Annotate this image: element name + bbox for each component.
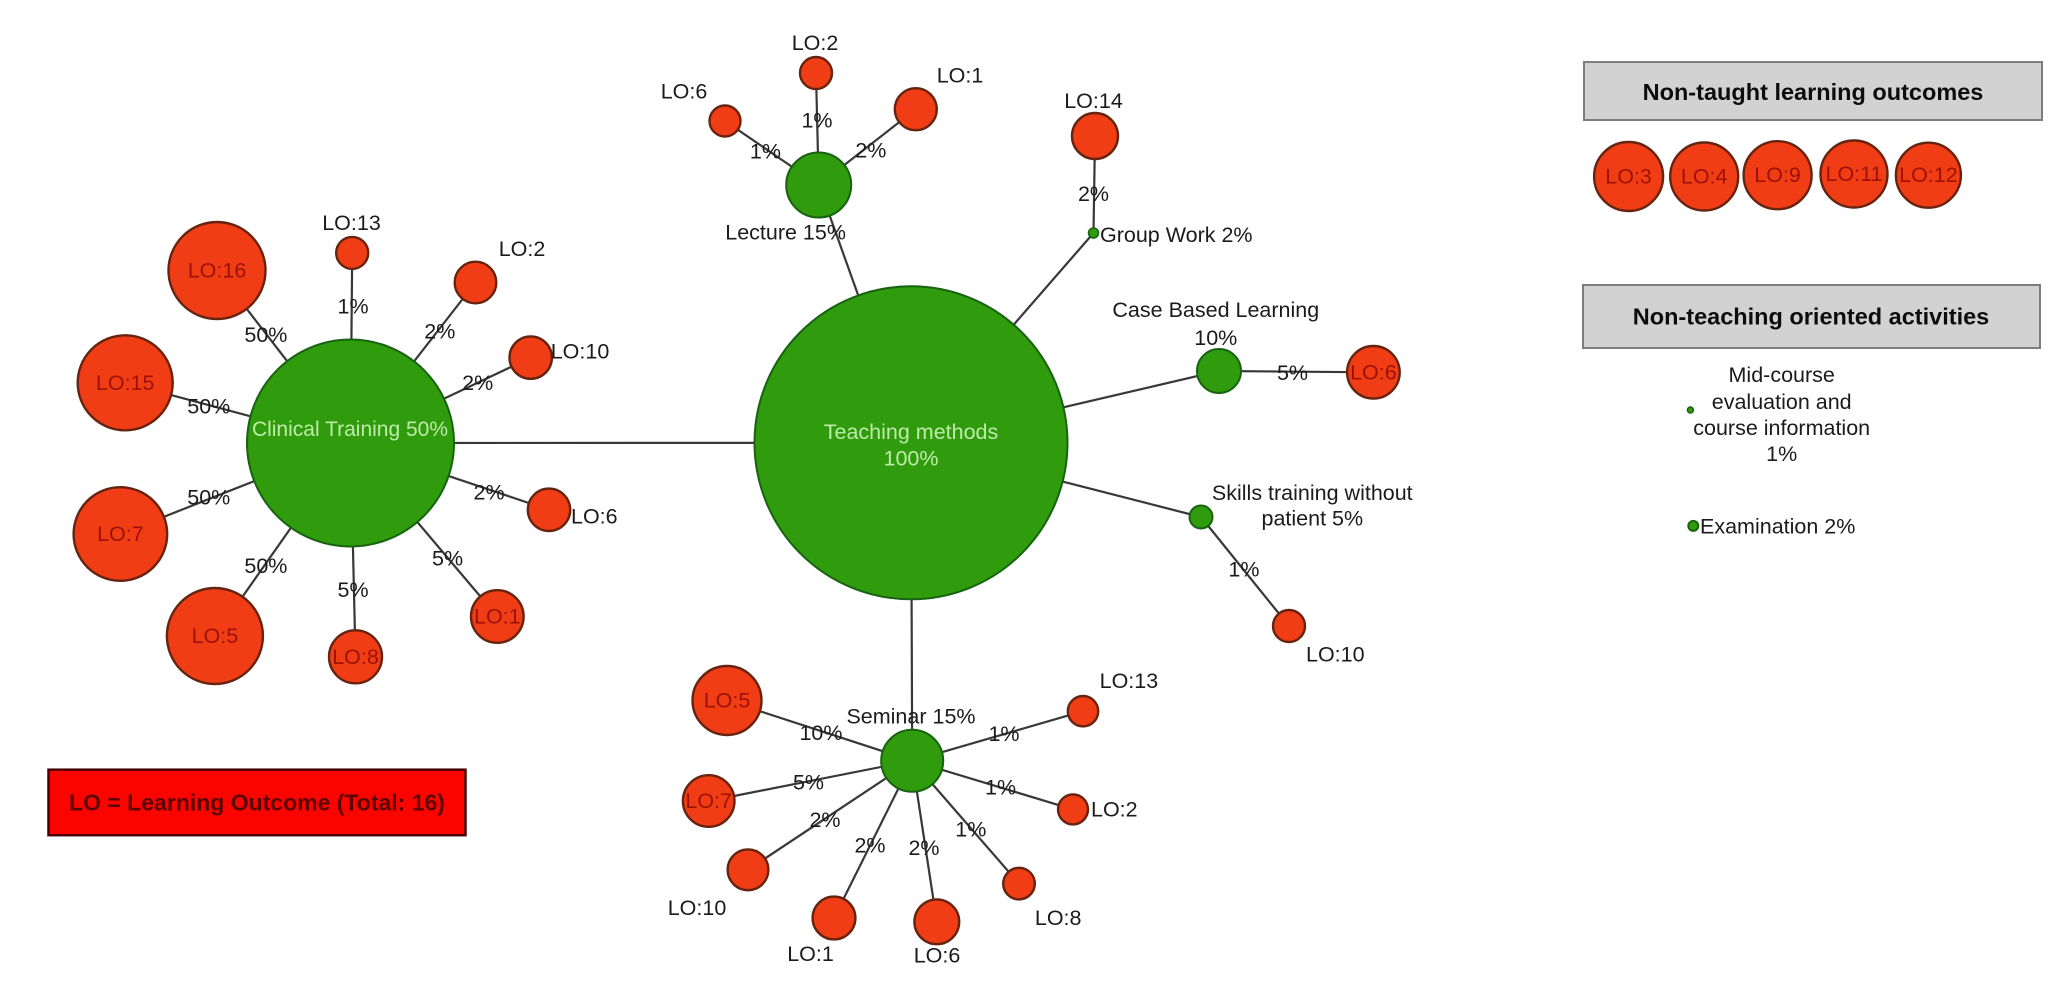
svg-text:LO:1: LO:1: [787, 942, 834, 966]
svg-text:50%: 50%: [244, 323, 287, 347]
svg-text:LO:12: LO:12: [1899, 163, 1958, 187]
svg-text:LO:13: LO:13: [1100, 669, 1159, 693]
svg-text:LO:6: LO:6: [661, 80, 708, 104]
svg-text:Lecture 15%: Lecture 15%: [725, 221, 846, 245]
svg-text:LO:2: LO:2: [1091, 798, 1138, 822]
svg-text:LO:5: LO:5: [192, 624, 239, 648]
svg-text:2%: 2%: [855, 138, 886, 162]
svg-text:LO:8: LO:8: [332, 645, 379, 669]
svg-text:Non-teaching oriented activiti: Non-teaching oriented activities: [1633, 304, 1989, 330]
svg-text:patient 5%: patient 5%: [1261, 506, 1363, 530]
svg-text:100%: 100%: [884, 446, 939, 470]
svg-text:LO:6: LO:6: [914, 944, 961, 968]
svg-text:LO:9: LO:9: [1754, 163, 1801, 187]
svg-text:LO:14: LO:14: [1064, 89, 1123, 113]
svg-text:5%: 5%: [1277, 361, 1308, 385]
svg-text:LO:16: LO:16: [188, 259, 247, 283]
svg-text:50%: 50%: [187, 395, 230, 419]
svg-text:1%: 1%: [1228, 558, 1259, 582]
svg-text:2%: 2%: [908, 836, 939, 860]
svg-text:LO = Learning Outcome (Total:: LO = Learning Outcome (Total: 16): [69, 790, 445, 816]
svg-text:Skills training without: Skills training without: [1212, 481, 1413, 505]
svg-text:LO:5: LO:5: [704, 689, 751, 713]
svg-text:LO:10: LO:10: [551, 340, 610, 364]
svg-text:Case Based Learning: Case Based Learning: [1112, 298, 1319, 322]
svg-text:50%: 50%: [187, 486, 230, 510]
svg-text:LO:2: LO:2: [499, 237, 546, 261]
svg-text:10%: 10%: [799, 721, 842, 745]
svg-text:50%: 50%: [244, 554, 287, 578]
svg-text:Clinical Training 50%: Clinical Training 50%: [252, 418, 448, 441]
svg-text:evaluation and: evaluation and: [1712, 390, 1852, 414]
svg-text:Teaching methods: Teaching methods: [824, 420, 999, 444]
svg-text:LO:10: LO:10: [1306, 643, 1365, 667]
svg-text:1%: 1%: [801, 109, 832, 133]
svg-text:1%: 1%: [750, 140, 781, 164]
svg-text:1%: 1%: [338, 295, 369, 319]
svg-text:2%: 2%: [809, 808, 840, 832]
svg-text:5%: 5%: [432, 546, 463, 570]
svg-text:course information: course information: [1693, 416, 1870, 440]
svg-text:LO:7: LO:7: [97, 522, 144, 546]
svg-text:LO:1: LO:1: [474, 605, 521, 629]
svg-text:Mid-course: Mid-course: [1729, 363, 1835, 387]
svg-text:2%: 2%: [1078, 182, 1109, 206]
svg-text:LO:6: LO:6: [571, 505, 618, 529]
svg-text:LO:13: LO:13: [322, 211, 381, 235]
svg-text:Examination 2%: Examination 2%: [1700, 514, 1855, 538]
svg-text:Seminar 15%: Seminar 15%: [846, 705, 975, 729]
svg-text:LO:7: LO:7: [685, 789, 732, 813]
svg-text:5%: 5%: [338, 578, 369, 602]
svg-text:LO:3: LO:3: [1605, 165, 1652, 189]
svg-text:Non-taught learning outcomes: Non-taught learning outcomes: [1643, 79, 1984, 105]
svg-text:LO:8: LO:8: [1035, 906, 1082, 930]
svg-text:LO:6: LO:6: [1350, 360, 1397, 384]
svg-text:1%: 1%: [1766, 442, 1797, 466]
svg-text:LO:2: LO:2: [792, 31, 839, 55]
svg-text:5%: 5%: [793, 771, 824, 795]
svg-text:1%: 1%: [985, 775, 1016, 799]
svg-text:10%: 10%: [1194, 326, 1237, 350]
svg-text:LO:15: LO:15: [96, 371, 155, 395]
svg-text:LO:1: LO:1: [937, 64, 984, 88]
svg-text:2%: 2%: [474, 480, 505, 504]
svg-text:2%: 2%: [424, 319, 455, 343]
svg-text:LO:4: LO:4: [1681, 165, 1728, 189]
svg-text:2%: 2%: [462, 371, 493, 395]
svg-text:1%: 1%: [988, 722, 1019, 746]
svg-text:2%: 2%: [854, 834, 885, 858]
svg-text:LO:11: LO:11: [1826, 162, 1883, 186]
svg-text:Group Work 2%: Group Work 2%: [1100, 223, 1253, 247]
svg-text:1%: 1%: [955, 818, 986, 842]
svg-text:LO:10: LO:10: [668, 896, 727, 920]
